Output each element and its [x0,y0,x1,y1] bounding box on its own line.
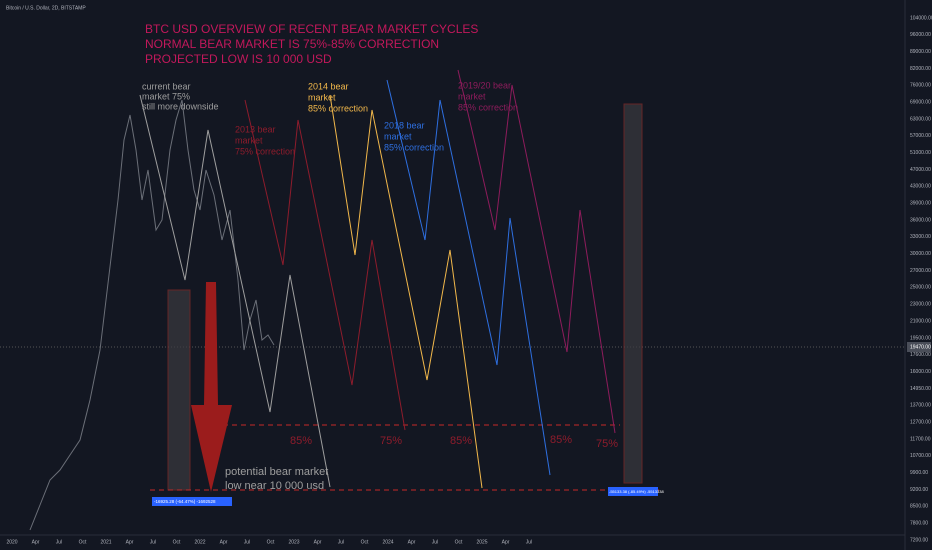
price-label: 89000.00 [910,49,931,55]
title-line: NORMAL BEAR MARKET IS 75%-85% CORRECTION [145,37,439,51]
last-price: 19470.00 [910,344,931,350]
price-series [29,99,275,531]
path-2014 [329,94,483,489]
annotation: current bear [142,81,191,91]
time-label: Apr [502,539,510,545]
time-label: Oct [361,539,369,545]
percent-label: 85% [450,435,472,447]
time-label: Jul [150,539,156,545]
time-label: 2023 [288,539,299,545]
range-box [167,289,191,491]
annotation: 85% correction [384,142,444,152]
annotation: still more downside [142,101,219,111]
annotation: market [384,131,412,141]
price-label: 12700.00 [910,419,931,425]
percent-label: 75% [596,438,618,450]
price-label: 51000.00 [910,150,931,156]
title-line: PROJECTED LOW IS 10 000 USD [145,52,332,66]
price-label: 43000.00 [910,184,931,190]
price-label: 96000.00 [910,32,931,38]
time-label: Oct [455,539,463,545]
annotation: 2013 bear [235,124,276,134]
price-label: 8500.00 [910,504,928,510]
annotation: market [235,135,263,145]
range-box [623,103,643,484]
price-label: 63000.00 [910,116,931,122]
time-label: Apr [32,539,40,545]
time-label: Apr [314,539,322,545]
time-label: Oct [267,539,275,545]
price-label: 10700.00 [910,453,931,459]
time-label: Jul [338,539,344,545]
time-label: Jul [526,539,532,545]
price-label: 27000.00 [910,268,931,274]
measure-box [152,497,232,506]
price-label: 30000.00 [910,251,931,257]
price-label: 11700.00 [910,436,931,442]
price-label: 7200.00 [910,537,928,543]
annotation: market [308,92,336,102]
percent-label: 75% [380,435,402,447]
price-label: 7800.00 [910,520,928,526]
path-2018 [386,79,551,476]
time-label: Apr [408,539,416,545]
price-label: 76000.00 [910,83,931,89]
measure-box [608,487,658,496]
price-label: 17600.00 [910,352,931,358]
down-arrow [191,282,232,492]
measure-label: -16925.28 (-64.47%) -1692528 [154,499,216,504]
price-label: 39000.00 [910,201,931,207]
time-label: Oct [173,539,181,545]
price-label: 47000.00 [910,167,931,173]
time-label: Jul [56,539,62,545]
price-label: 33000.00 [910,234,931,240]
annotation: 75% correction [235,146,295,156]
price-label: 14950.00 [910,386,931,392]
price-label: 9900.00 [910,470,928,476]
symbol: Bitcoin / U.S. Dollar, 2D, BITSTAMP [6,5,86,11]
annotation: low near 10 000 usd [225,480,324,492]
annotation: market [458,91,486,101]
price-label: 36000.00 [910,217,931,223]
price-label: 104000.00 [910,15,932,21]
time-label: Jul [244,539,250,545]
time-label: 2024 [382,539,393,545]
time-label: 2025 [476,539,487,545]
title-line: BTC USD OVERVIEW OF RECENT BEAR MARKET C… [145,22,478,36]
percent-label: 85% [550,434,572,446]
annotation: 2019/20 bear [458,80,511,90]
path-current [139,94,331,488]
time-label: 2020 [6,539,17,545]
price-label: 57000.00 [910,133,931,139]
path-2013 [244,99,406,431]
path-2019 [457,69,616,434]
last-price-box [907,342,931,352]
time-label: Oct [79,539,87,545]
price-label: 9200.00 [910,487,928,493]
annotation: 2018 bear [384,120,425,130]
price-label: 82000.00 [910,66,931,72]
price-label: 13700.00 [910,403,931,409]
time-label: Jul [432,539,438,545]
time-label: Apr [126,539,134,545]
price-label: 25000.00 [910,285,931,291]
price-label: 69000.00 [910,100,931,106]
time-label: Apr [220,539,228,545]
measure-label: -55133.38 (-85.49%) -5513338 [609,489,664,494]
price-label: 16000.00 [910,369,931,375]
time-label: 2021 [100,539,111,545]
annotation: potential bear market [225,466,328,478]
price-label: 23000.00 [910,302,931,308]
annotation: 85% correction [458,102,518,112]
price-label: 21000.00 [910,318,931,324]
annotation: 2014 bear [308,81,349,91]
annotation: 85% correction [308,103,368,113]
price-label: 19500.00 [910,335,931,341]
annotation: market 75% [142,91,190,101]
time-label: 2022 [194,539,205,545]
percent-label: 85% [290,435,312,447]
